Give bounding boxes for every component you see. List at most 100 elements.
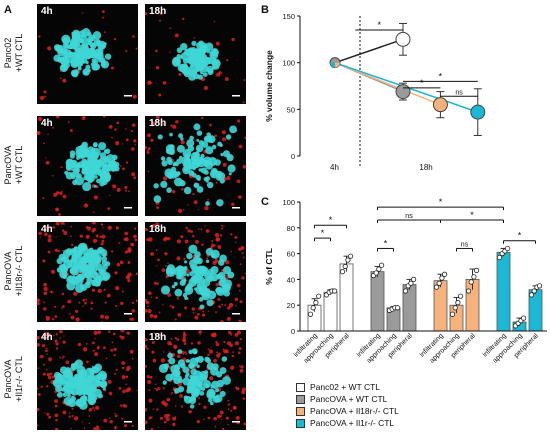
- bar: [496, 251, 511, 332]
- y-tick-label: 50: [287, 105, 295, 114]
- replicate-point: [531, 288, 537, 294]
- y-tick-label: 0: [291, 152, 295, 161]
- replicate-point: [379, 262, 385, 268]
- legend-swatch: [296, 406, 305, 416]
- replicate-point: [496, 254, 503, 261]
- replicate-point: [520, 315, 527, 321]
- replicate-point: [315, 293, 322, 299]
- x-label-18h: 18h: [419, 163, 432, 172]
- micrograph-image: [38, 10, 138, 101]
- significance-label: *: [439, 197, 443, 207]
- micrograph-4h: 4h: [37, 116, 138, 216]
- replicate-point: [339, 269, 346, 275]
- replicate-point: [468, 279, 474, 285]
- legend-label: PancOVA + Il18r-/- CTL: [310, 406, 399, 416]
- legend-swatch: [296, 382, 305, 392]
- replicate-point: [310, 305, 316, 311]
- panel-letter-c: C: [261, 196, 269, 208]
- row-label: Panc02 +WT CTL: [3, 13, 25, 93]
- data-point: [470, 104, 486, 120]
- micrograph-18h: 18h: [145, 4, 246, 104]
- panel-letter-b: B: [261, 4, 269, 16]
- row-label-line1: PancOVA: [3, 359, 13, 399]
- row-label-line2: +WT CTL: [14, 33, 24, 73]
- significance-label: ns: [405, 213, 413, 220]
- time-label: 4h: [41, 224, 53, 235]
- replicate-point: [345, 257, 351, 263]
- replicate-point: [313, 300, 319, 306]
- y-tick-label: 80: [287, 224, 295, 233]
- y-tick-label: 100: [282, 59, 295, 68]
- legend-item: Panc02 + WT CTL: [296, 381, 399, 393]
- row-label-line2: +Il1r-/- CTL: [14, 356, 24, 402]
- replicate-point: [439, 275, 445, 281]
- y-tick-label: 60: [287, 250, 295, 259]
- replicate-point: [402, 288, 409, 294]
- replicate-point: [536, 283, 543, 289]
- significance-label: *: [439, 71, 443, 81]
- row-label: PancOVA +Il18r-/- CTL: [3, 231, 25, 311]
- panel-letter-a: A: [4, 4, 12, 16]
- data-point: [395, 31, 411, 47]
- row-label-line2: +Il18r-/- CTL: [14, 245, 24, 297]
- bar: [370, 271, 385, 332]
- y-tick-label: 100: [282, 198, 295, 207]
- time-label: 4h: [41, 332, 53, 343]
- micrograph-image: [37, 222, 138, 322]
- y-tick-label: 0: [291, 327, 295, 336]
- row-label-line2: +WT CTL: [14, 145, 24, 185]
- replicate-point: [505, 245, 511, 252]
- time-label: 4h: [41, 118, 53, 129]
- micrograph-image: [37, 116, 137, 216]
- time-label: 18h: [149, 118, 167, 129]
- micrograph-image: [145, 11, 246, 104]
- legend-item: PancOVA + Il18r-/- CTL: [296, 405, 399, 417]
- significance-label: *: [329, 215, 333, 225]
- replicate-point: [342, 263, 348, 270]
- replicate-point: [307, 311, 314, 317]
- significance-label: *: [420, 78, 424, 88]
- replicate-point: [465, 288, 472, 294]
- data-point: [432, 97, 448, 113]
- series-line: [334, 38, 404, 64]
- row-label-line1: Panc02: [3, 37, 13, 69]
- replicate-point: [471, 274, 477, 280]
- y-tick-label: 150: [282, 12, 295, 21]
- legend-label: Panc02 + WT CTL: [310, 382, 380, 392]
- micrograph-image: [37, 330, 138, 430]
- row-label: PancOVA +WT CTL: [3, 125, 25, 205]
- replicate-point: [373, 270, 379, 276]
- legend-item: PancOVA + Il1r-/- CTL: [296, 417, 399, 429]
- row-label: PancOVA +Il1r-/- CTL: [3, 339, 25, 419]
- replicate-point: [408, 280, 414, 286]
- replicate-point: [411, 276, 417, 283]
- micrograph-image: [145, 330, 246, 430]
- data-point-4h-quadrant: [335, 62, 340, 68]
- legend-swatch: [296, 418, 305, 428]
- time-label: 18h: [149, 6, 167, 17]
- replicate-point: [376, 266, 382, 272]
- time-label: 18h: [149, 224, 167, 235]
- replicate-point: [332, 288, 338, 294]
- legend-label: PancOVA + WT CTL: [310, 394, 388, 404]
- y-axis-label: % of CTL: [264, 248, 274, 285]
- legend-item: PancOVA + WT CTL: [296, 393, 399, 405]
- y-axis-label: % volume change: [264, 50, 274, 122]
- time-label: 18h: [149, 332, 167, 343]
- replicate-point: [458, 293, 464, 299]
- replicate-point: [442, 271, 448, 277]
- micrograph-4h: 4h: [37, 330, 138, 430]
- replicate-point: [452, 305, 458, 311]
- micrograph-18h: 18h: [145, 222, 246, 322]
- row-label-line1: PancOVA: [3, 145, 13, 185]
- replicate-point: [449, 311, 456, 317]
- legend-swatch: [296, 394, 305, 404]
- significance-label: *: [470, 210, 474, 220]
- significance-label: *: [518, 231, 522, 241]
- replicate-point: [395, 305, 401, 311]
- replicate-point: [348, 253, 354, 259]
- micrograph-18h: 18h: [145, 330, 246, 430]
- replicate-point: [455, 300, 461, 306]
- legend: Panc02 + WT CTL PancOVA + WT CTL PancOVA +…: [296, 381, 399, 429]
